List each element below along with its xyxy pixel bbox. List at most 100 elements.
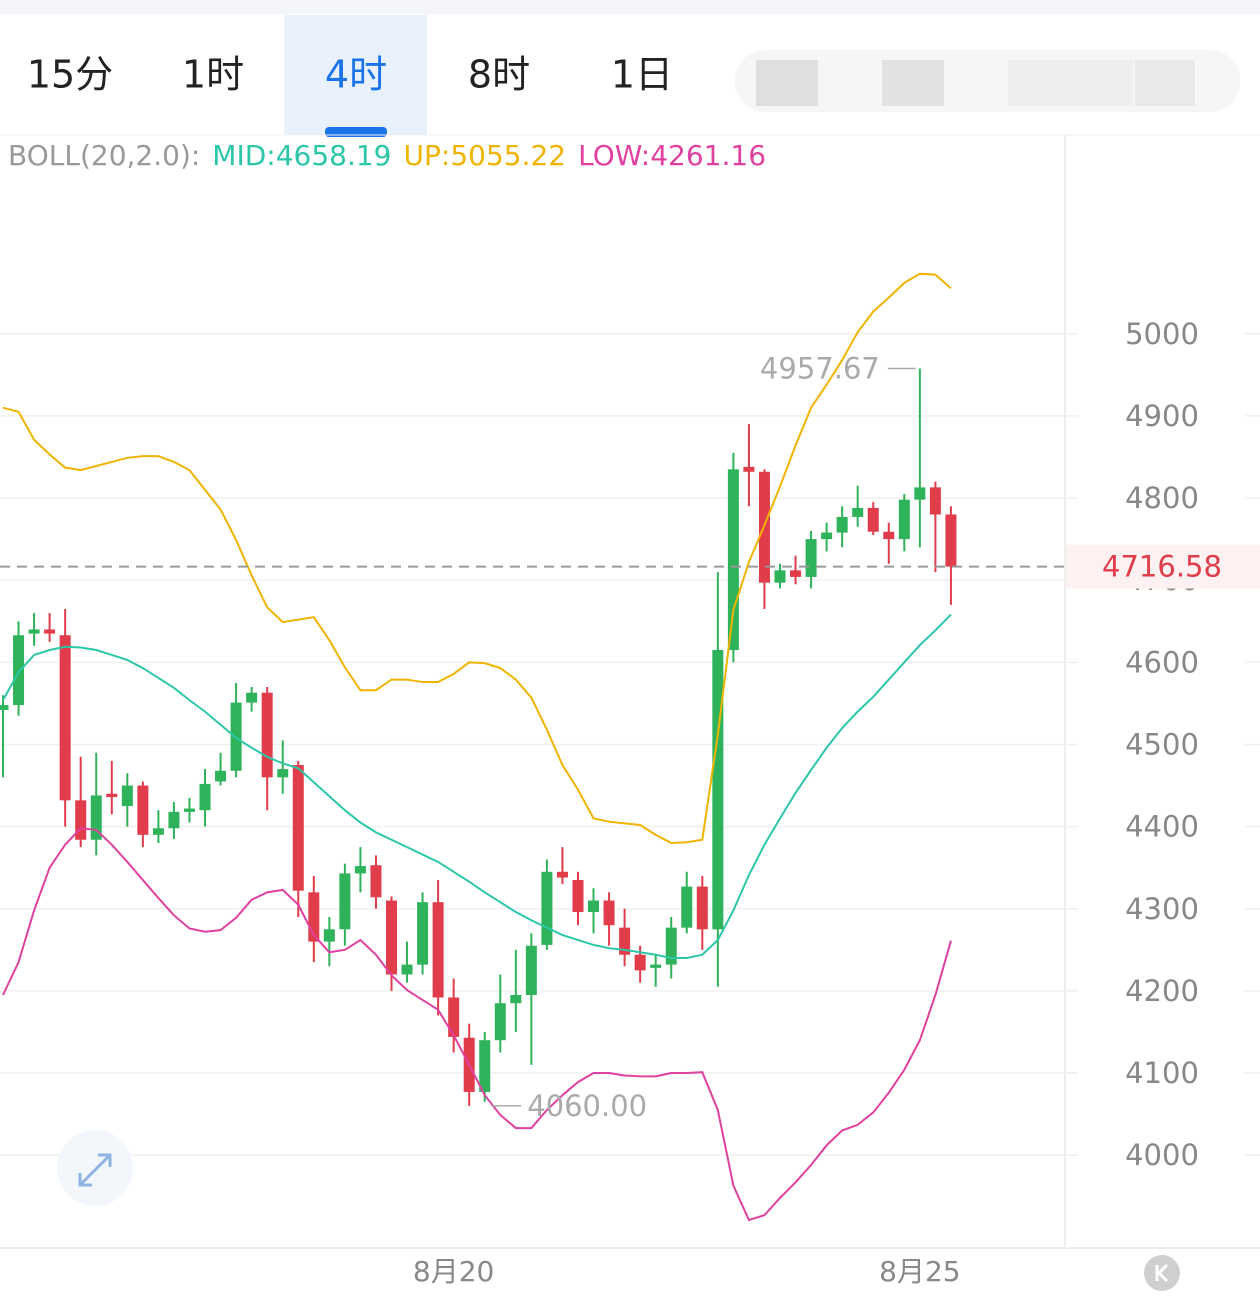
candle-body: [727, 469, 739, 651]
grid: 4000410042004300440045004600470048004900…: [0, 317, 1260, 1172]
candle-body: [28, 629, 40, 634]
candle-body: [572, 880, 584, 913]
candle-body: [308, 892, 320, 942]
candle-body: [774, 570, 786, 583]
legend-item: BOLL(20,2.0):: [8, 139, 200, 172]
candle-body: [44, 629, 56, 634]
candle-body: [417, 902, 429, 965]
candle-body: [852, 507, 864, 517]
boll-line: [2, 272, 952, 845]
tab-label[interactable]: 4时: [325, 53, 387, 97]
candle-body: [821, 532, 833, 540]
x-tick-label: 8月25: [879, 1255, 960, 1288]
legend-item: UP:5055.22: [404, 139, 567, 172]
candle-body: [510, 995, 522, 1004]
annotation-label: 4957.67: [760, 352, 880, 386]
last-price-label: 4716.58: [1102, 550, 1222, 584]
candle-body: [152, 828, 164, 835]
candle-body: [867, 507, 879, 532]
candle-body: [137, 785, 149, 835]
candle-body: [90, 795, 102, 840]
candle-body: [401, 964, 413, 975]
candle-body: [914, 487, 926, 500]
candle-body: [836, 516, 848, 533]
plot: 4716.58 4957.67 4060.00: [0, 272, 1260, 1222]
tab-label[interactable]: 8时: [468, 53, 530, 97]
candle-body: [432, 902, 444, 998]
candle-body: [0, 705, 9, 710]
candle-body: [634, 954, 646, 971]
blur-block: [882, 60, 944, 106]
candle-body: [588, 900, 600, 913]
candle-body: [13, 635, 25, 706]
candle-body: [665, 927, 677, 965]
candle-body: [883, 531, 895, 540]
expand-button[interactable]: [57, 1130, 133, 1206]
y-tick-label: 5000: [1125, 317, 1199, 351]
candle-body: [370, 865, 382, 898]
active-tab-bg: [284, 15, 427, 135]
status-strip: [0, 0, 1260, 14]
candle-body: [386, 900, 397, 975]
blur-block: [1008, 60, 1133, 106]
candle-body: [448, 997, 460, 1037]
blur-block: [756, 60, 818, 106]
candle-body: [168, 811, 180, 829]
candle-body: [743, 466, 755, 472]
candle-body: [199, 783, 211, 811]
candle-body: [75, 800, 87, 840]
candle-body: [323, 929, 335, 942]
candle-body: [898, 499, 910, 540]
annotation-label: 4060.00: [527, 1089, 647, 1123]
candle-body: [215, 770, 227, 782]
y-tick-label: 4800: [1125, 481, 1199, 515]
y-tick-label: 4900: [1125, 399, 1199, 433]
y-tick-label: 4000: [1125, 1138, 1199, 1172]
candle-body: [261, 692, 273, 778]
candle-body: [556, 871, 568, 878]
blur-block: [1135, 60, 1195, 106]
boll-line: [2, 613, 952, 960]
candle-body: [929, 487, 941, 515]
y-tick-label: 4600: [1125, 645, 1199, 679]
candle-body: [696, 886, 708, 930]
blurred-tabs: [735, 50, 1240, 112]
candle-body: [121, 785, 133, 807]
candle-body: [541, 871, 553, 945]
tab-label[interactable]: 1日: [611, 53, 673, 97]
x-tick-label: 8月20: [413, 1255, 494, 1288]
legend: BOLL(20,2.0): MID:4658.19 UP:5055.22 LOW:42…: [8, 139, 766, 172]
candle-body: [494, 1003, 506, 1041]
candle-body: [945, 514, 957, 567]
tab-bar: 15分 1时 4时 8时 1日: [27, 15, 673, 137]
candle-body: [619, 927, 631, 955]
candle-body: [246, 692, 258, 703]
candle-body: [805, 539, 817, 577]
candle-body: [277, 769, 289, 778]
candle-body: [59, 635, 71, 801]
legend-item: MID:4658.19: [212, 139, 391, 172]
scroll-icon[interactable]: [1155, 1263, 1169, 1283]
expand-icon[interactable]: [78, 1153, 112, 1187]
candle-body: [354, 866, 366, 874]
last-price-bg: [1066, 544, 1260, 589]
candle-body: [790, 570, 802, 577]
tab-label[interactable]: 1时: [182, 53, 244, 97]
y-tick-label: 4100: [1125, 1056, 1199, 1090]
candle-body: [339, 873, 351, 930]
y-tick-label: 4200: [1125, 974, 1199, 1008]
y-tick-label: 4400: [1125, 810, 1199, 844]
candle-body: [106, 793, 118, 798]
candle-body: [603, 900, 615, 926]
scroll-bg[interactable]: [1144, 1255, 1180, 1291]
tab-label[interactable]: 15分: [27, 53, 113, 97]
candle-body: [183, 808, 195, 812]
y-tick-label: 4300: [1125, 892, 1199, 926]
legend-item: LOW:4261.16: [578, 139, 766, 172]
y-tick-label: 4500: [1125, 727, 1199, 761]
scroll-button[interactable]: [1144, 1255, 1180, 1291]
candle-body: [292, 765, 304, 891]
candle-body: [525, 945, 537, 996]
